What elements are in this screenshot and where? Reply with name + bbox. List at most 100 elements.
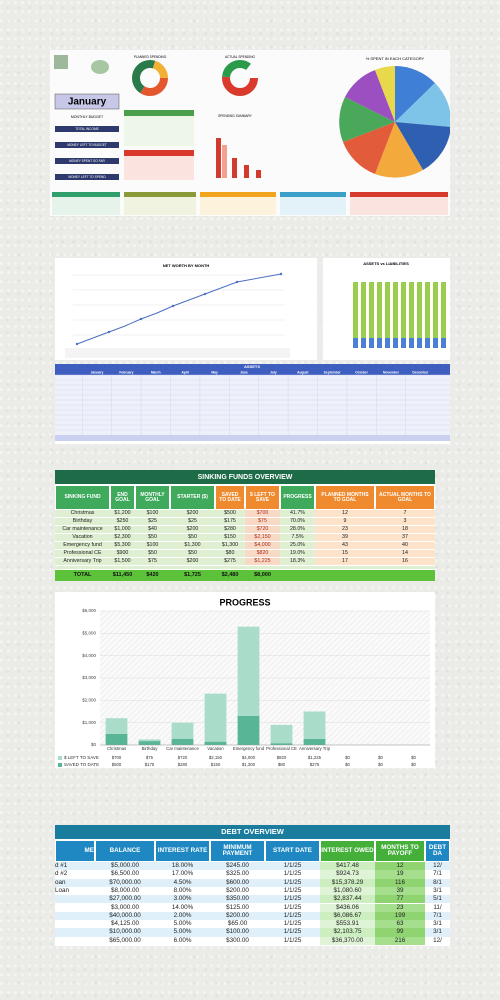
column-header: MONTHS TO PAYOFF <box>375 840 425 862</box>
gridlines <box>73 274 285 336</box>
table-value: $175 <box>145 762 155 767</box>
table-value: $0 <box>411 762 416 767</box>
table-cell: $27,000.00 <box>95 895 155 904</box>
slice <box>375 122 423 178</box>
legend-label: $ LEFT TO SAVE <box>64 755 99 760</box>
table-cell <box>55 936 95 945</box>
table-cell: $40 <box>135 526 170 534</box>
table-cell: $553.91 <box>320 920 375 929</box>
bar-segment <box>171 738 194 745</box>
table-cell: $100.00 <box>210 928 265 937</box>
label-bar <box>55 126 119 132</box>
table-cell: $25 <box>170 518 215 526</box>
month-label: October <box>355 370 368 374</box>
table-cell: 2.00% <box>155 911 210 921</box>
table-cell: 8.00% <box>155 886 210 896</box>
table-cell: 3/1 <box>425 920 450 929</box>
column-header: INTEREST OWED <box>320 840 375 862</box>
table-cell: $600.00 <box>210 878 265 887</box>
table-cell: 63 <box>375 920 425 929</box>
table-value: $0 <box>378 755 383 760</box>
table-cell: $75 <box>245 518 280 526</box>
asset-bars <box>353 282 446 338</box>
table-value: $0 <box>411 755 416 760</box>
table-cell: 1/1/25 <box>265 870 320 879</box>
table-cell: 216 <box>375 936 425 945</box>
donut <box>222 60 258 96</box>
column-header: SAVED TO DATE <box>215 485 245 510</box>
table-cell: $417.48 <box>320 862 375 871</box>
table-cell: $65.00 <box>210 920 265 929</box>
donut <box>222 60 258 96</box>
table-title: DEBT OVERVIEW <box>55 825 450 840</box>
table-cell: 15 <box>315 550 375 558</box>
column-header: BALANCE <box>95 840 155 862</box>
month-label: May <box>211 370 218 374</box>
label: TOTAL INCOME <box>75 127 99 131</box>
table-cell <box>55 911 95 921</box>
label: MONEY LEFT TO BUDGET <box>67 143 107 147</box>
table-cell: $2,150 <box>245 534 280 542</box>
table-cell: 39 <box>315 534 375 542</box>
table-cell: $200.00 <box>210 911 265 921</box>
table-cell: 1/1/25 <box>265 903 320 912</box>
table-cell: $3,000.00 <box>95 903 155 912</box>
table-cell: 6.00% <box>155 936 210 945</box>
debt-table: DEBT OVERVIEW ME BALANCE INTEREST RATE MINIM… <box>55 825 450 946</box>
table-cell: 39 <box>375 886 425 896</box>
table-cell: Anniversary Trip <box>55 558 110 566</box>
table-cell: $820 <box>245 550 280 558</box>
table-cell: $275 <box>215 558 245 566</box>
y-tick-label: $3,000 <box>82 675 96 680</box>
actual-title: ACTUAL SPENDING <box>225 55 256 59</box>
table-cell: 1/1/25 <box>265 886 320 896</box>
table-cell: $280 <box>215 526 245 534</box>
table-cell: Birthday <box>55 518 110 526</box>
table-cell: $325.00 <box>210 870 265 879</box>
table-cell: $720 <box>245 526 280 534</box>
table-value: $1,300 <box>242 762 256 767</box>
table-cell: 1/1/25 <box>265 920 320 929</box>
table-cell: $2,103.75 <box>320 928 375 937</box>
table-cell: 3/1 <box>425 928 450 937</box>
table-cell: $1,080.60 <box>320 886 375 896</box>
summary-bars <box>216 138 261 178</box>
table-cell: $500 <box>215 510 245 518</box>
bar-segment <box>105 718 128 734</box>
column-header: STARTER ($) <box>170 485 215 510</box>
column-header: DEBT DA <box>425 840 450 862</box>
table-cell: 12/ <box>425 936 450 945</box>
chart-title: NET WORTH BY MONTH <box>163 263 210 268</box>
y-tick-label: $6,000 <box>82 608 96 613</box>
table-cell: $300.00 <box>210 936 265 945</box>
table-cell: $4,000 <box>245 542 280 550</box>
table-cell: 18 <box>375 526 435 534</box>
month-title: January <box>68 97 107 108</box>
table-cell: 5.00% <box>155 920 210 929</box>
table-cell: 199 <box>375 911 425 921</box>
table-value: $2,150 <box>209 755 223 760</box>
panel <box>55 258 317 360</box>
bar-segment <box>204 741 227 745</box>
table-cell: 14 <box>375 550 435 558</box>
table-cell: $25 <box>135 518 170 526</box>
table-cell: $200 <box>170 558 215 566</box>
table-cell: 43 <box>315 542 375 550</box>
table-cell: 1/1/25 <box>265 862 320 871</box>
table-cell: $200.00 <box>210 886 265 896</box>
bar <box>216 138 221 178</box>
table-cell: $15,378.29 <box>320 878 375 887</box>
table-cell: $1,300 <box>170 542 215 550</box>
table-cell: 18.00% <box>155 862 210 871</box>
piggy-icon <box>91 60 109 74</box>
table-cell <box>55 928 95 937</box>
table-value: $0 <box>345 755 350 760</box>
table-cell: $75 <box>135 558 170 566</box>
bar-segment <box>237 715 260 745</box>
table-cell: 18.3% <box>280 558 315 566</box>
month-label: July <box>270 370 277 374</box>
table-cell: Christmas <box>55 510 110 518</box>
total-row <box>55 435 450 441</box>
table-cell: 1/1/25 <box>265 928 320 937</box>
column-header: END GOAL <box>110 485 135 510</box>
